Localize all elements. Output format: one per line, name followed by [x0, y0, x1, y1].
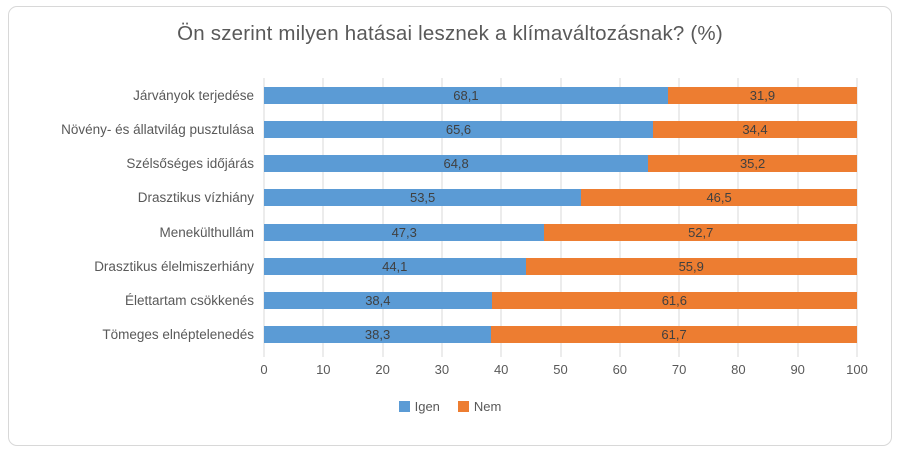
- bar-value-label: 38,4: [365, 293, 391, 309]
- gridline: [560, 78, 561, 357]
- x-tick-label: 30: [434, 362, 450, 377]
- bar-segment-nem: 61,6: [491, 292, 857, 310]
- bar-track: 38,4 61,6: [264, 292, 857, 310]
- x-tick-label: 40: [493, 362, 509, 377]
- category-label: Szélsőséges időjárás: [126, 156, 254, 172]
- chart-row: Járványok terjedése 68,1 31,9: [20, 78, 857, 112]
- bar-value-label: 44,1: [382, 258, 408, 274]
- x-tick-label: 60: [612, 362, 628, 377]
- x-tick-label: 20: [375, 362, 390, 377]
- category-label: Élettartam csökkenés: [124, 293, 254, 309]
- gridline: [678, 78, 680, 357]
- gridline: [797, 78, 799, 357]
- bar-value-label: 38,3: [364, 327, 391, 343]
- gridline: [441, 78, 443, 357]
- bar-segment-nem: 46,5: [581, 189, 857, 207]
- chart-row: Szélsőséges időjárás 64,8 35,2: [20, 147, 857, 181]
- bar-segment-igen: 65,6: [264, 120, 653, 138]
- bar-track: 38,3 61,7: [264, 326, 857, 344]
- bar-value-label: 35,2: [739, 156, 766, 172]
- category-label: Tömeges elnéptelenedés: [102, 327, 254, 343]
- legend-item-nem: Nem: [457, 399, 502, 414]
- bar-value-label: 61,7: [661, 327, 687, 343]
- chart-row: Növény- és állatvilág pusztulása 65,6 34,4: [20, 112, 857, 146]
- bar-track: 44,1 55,9: [264, 257, 857, 275]
- bar-track: 64,8 35,2: [264, 155, 857, 173]
- legend: Igen Nem: [0, 399, 900, 414]
- x-tick-label: 90: [790, 362, 805, 377]
- gridline: [263, 78, 265, 357]
- bar-track: 65,6 34,4: [264, 120, 857, 138]
- x-tick-label: 100: [846, 362, 868, 377]
- x-tick-label: 10: [316, 362, 331, 377]
- bar-value-label: 46,5: [706, 190, 732, 206]
- gridline: [856, 78, 858, 357]
- category-label: Drasztikus élelmiszerhiány: [94, 258, 254, 274]
- category-label: Drasztikus vízhiány: [137, 190, 254, 206]
- bar-segment-igen: 38,4: [264, 292, 492, 310]
- legend-item-igen: Igen: [398, 399, 440, 414]
- legend-label: Igen: [414, 399, 440, 414]
- bar-segment-igen: 53,5: [264, 189, 582, 207]
- bar-value-label: 55,9: [678, 258, 704, 274]
- bar-segment-nem: 55,9: [525, 257, 857, 275]
- x-axis-labels: 0 10 20 30 40 50 60 70 80 90 100: [260, 362, 867, 378]
- gridline: [737, 78, 739, 357]
- bar-segment-nem: 35,2: [648, 155, 857, 173]
- gridline: [500, 78, 502, 357]
- bar-value-label: 31,9: [749, 87, 776, 103]
- category-label: Növény- és állatvilág pusztulása: [61, 121, 254, 137]
- x-tick-label: 0: [260, 362, 268, 377]
- bar-segment-igen: 64,8: [264, 155, 649, 173]
- bar-value-label: 68,1: [453, 87, 479, 103]
- bar-track: 68,1 31,9: [264, 86, 857, 104]
- bar-track: 47,3 52,7: [264, 223, 857, 241]
- bar-segment-igen: 44,1: [264, 257, 526, 275]
- bar-track: 53,5 46,5: [264, 189, 857, 207]
- bar-segment-nem: 31,9: [667, 86, 857, 104]
- gridline: [382, 78, 384, 357]
- bar-value-label: 34,4: [742, 121, 768, 137]
- gridline: [619, 78, 621, 357]
- gridline: [322, 78, 324, 357]
- plot-area: Járványok terjedése 68,1 31,9 Növény- és ál…: [20, 78, 858, 357]
- chart-row: Tömeges elnéptelenedés 38,3 61,7: [20, 318, 857, 352]
- bar-segment-nem: 61,7: [491, 326, 857, 344]
- chart-row: Menekülthullám 47,3 52,7: [20, 215, 857, 249]
- chart-row: Drasztikus vízhiány 53,5 46,5: [20, 181, 857, 215]
- bar-segment-nem: 52,7: [544, 223, 857, 241]
- legend-label: Nem: [473, 399, 502, 414]
- legend-swatch-icon: [457, 401, 469, 412]
- x-tick-label: 50: [553, 362, 568, 377]
- bar-value-label: 64,8: [443, 156, 469, 172]
- chart-row: Drasztikus élelmiszerhiány 44,1 55,9: [20, 249, 857, 283]
- x-tick-label: 70: [671, 362, 687, 377]
- bar-value-label: 65,6: [445, 121, 472, 137]
- bar-segment-igen: 47,3: [264, 223, 545, 241]
- bar-value-label: 52,7: [688, 224, 714, 240]
- bar-value-label: 53,5: [409, 190, 436, 206]
- bar-segment-igen: 38,3: [264, 326, 492, 344]
- bar-segment-igen: 68,1: [264, 86, 668, 104]
- bar-value-label: 61,6: [661, 293, 687, 309]
- chart-title: Ön szerint milyen hatásai lesznek a klím…: [177, 22, 723, 45]
- category-label: Menekülthullám: [159, 224, 254, 240]
- gridlines: [263, 78, 858, 357]
- plot-rows: Járványok terjedése 68,1 31,9 Növény- és ál…: [20, 78, 857, 352]
- chart-row: Élettartam csökkenés 38,4 61,6: [20, 284, 857, 318]
- legend-swatch-icon: [398, 401, 410, 412]
- bar-segment-nem: 34,4: [653, 120, 857, 138]
- bar-value-label: 47,3: [391, 224, 417, 240]
- category-label: Járványok terjedése: [133, 87, 254, 103]
- x-tick-label: 80: [731, 362, 746, 377]
